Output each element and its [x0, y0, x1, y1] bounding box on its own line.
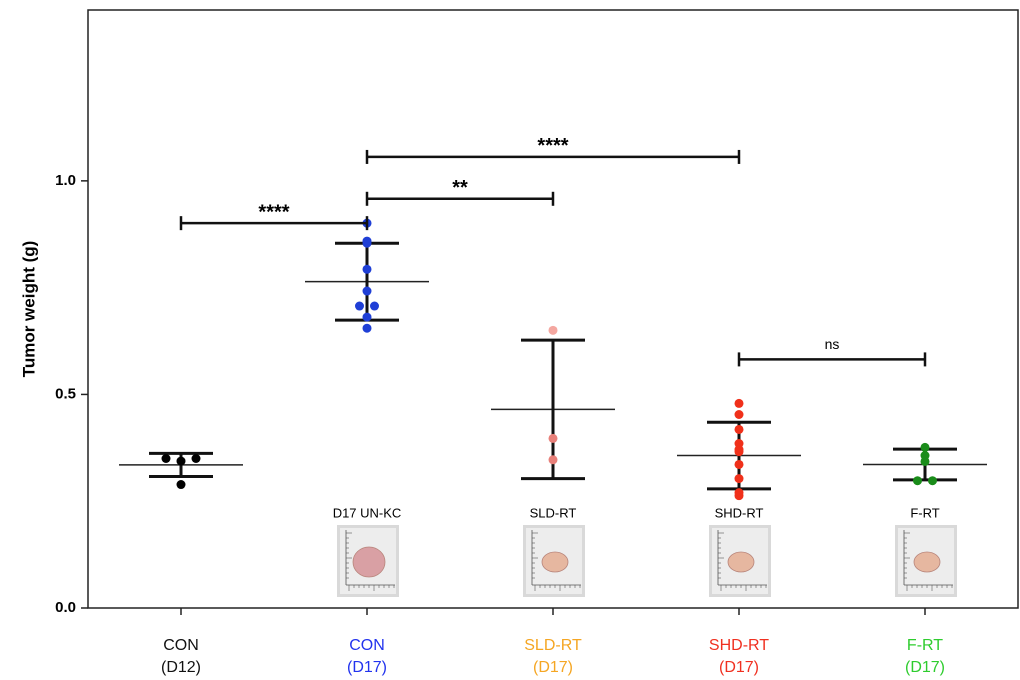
data-point: [355, 302, 364, 311]
data-point: [363, 324, 372, 333]
x-tick-label: CON: [349, 637, 385, 654]
data-point: [735, 410, 744, 419]
data-point: [735, 425, 744, 434]
x-tick-label: SLD-RT: [524, 637, 582, 654]
x-tick-sublabel: (D17): [347, 659, 387, 676]
data-point: [549, 326, 558, 335]
data-point: [735, 445, 744, 454]
data-point: [921, 443, 930, 452]
data-point: [363, 237, 372, 246]
sig-label: ****: [258, 201, 289, 223]
data-point: [549, 455, 558, 464]
data-point: [363, 313, 372, 322]
y-tick-label: 0.0: [55, 599, 76, 616]
x-tick-label: CON: [163, 637, 199, 654]
x-tick-sublabel: (D17): [719, 659, 759, 676]
tumor: [353, 547, 385, 577]
data-point: [192, 454, 201, 463]
photo-label: SLD-RT: [530, 505, 577, 520]
x-tick-sublabel: (D12): [161, 659, 201, 676]
data-point: [363, 287, 372, 296]
tumor: [914, 552, 940, 572]
tumor-photo: [709, 525, 771, 597]
y-axis-title: Tumor weight (g): [19, 241, 38, 378]
sig-label: ns: [825, 336, 840, 352]
data-point: [735, 399, 744, 408]
y-tick-label: 1.0: [55, 172, 76, 189]
tumor: [728, 552, 754, 572]
tumor-photo: [895, 525, 957, 597]
data-point: [735, 474, 744, 483]
y-tick-label: 0.5: [55, 385, 76, 402]
data-point: [363, 265, 372, 274]
photo-label: SHD-RT: [715, 505, 764, 520]
x-tick-sublabel: (D17): [533, 659, 573, 676]
data-point: [735, 488, 744, 497]
x-tick-label: SHD-RT: [709, 637, 769, 654]
data-point: [162, 454, 171, 463]
x-tick-label: F-RT: [907, 637, 943, 654]
tumor: [542, 552, 568, 572]
x-tick-sublabel: (D17): [905, 659, 945, 676]
data-point: [928, 476, 937, 485]
data-point: [549, 434, 558, 443]
photo-label: F-RT: [910, 505, 939, 520]
data-point: [921, 457, 930, 466]
sig-label: **: [452, 177, 468, 199]
tumor-photo: [337, 525, 399, 597]
data-point: [913, 476, 922, 485]
tumor-photo: [523, 525, 585, 597]
data-point: [735, 460, 744, 469]
data-point: [177, 480, 186, 489]
data-point: [370, 302, 379, 311]
photo-label: D17 UN-KC: [333, 505, 402, 520]
data-point: [177, 457, 186, 466]
chart: Tumor weight (g) 0.0 0.5 1.0 CON (D12) CON (D1…: [0, 0, 1020, 680]
sig-label: ****: [537, 135, 568, 157]
